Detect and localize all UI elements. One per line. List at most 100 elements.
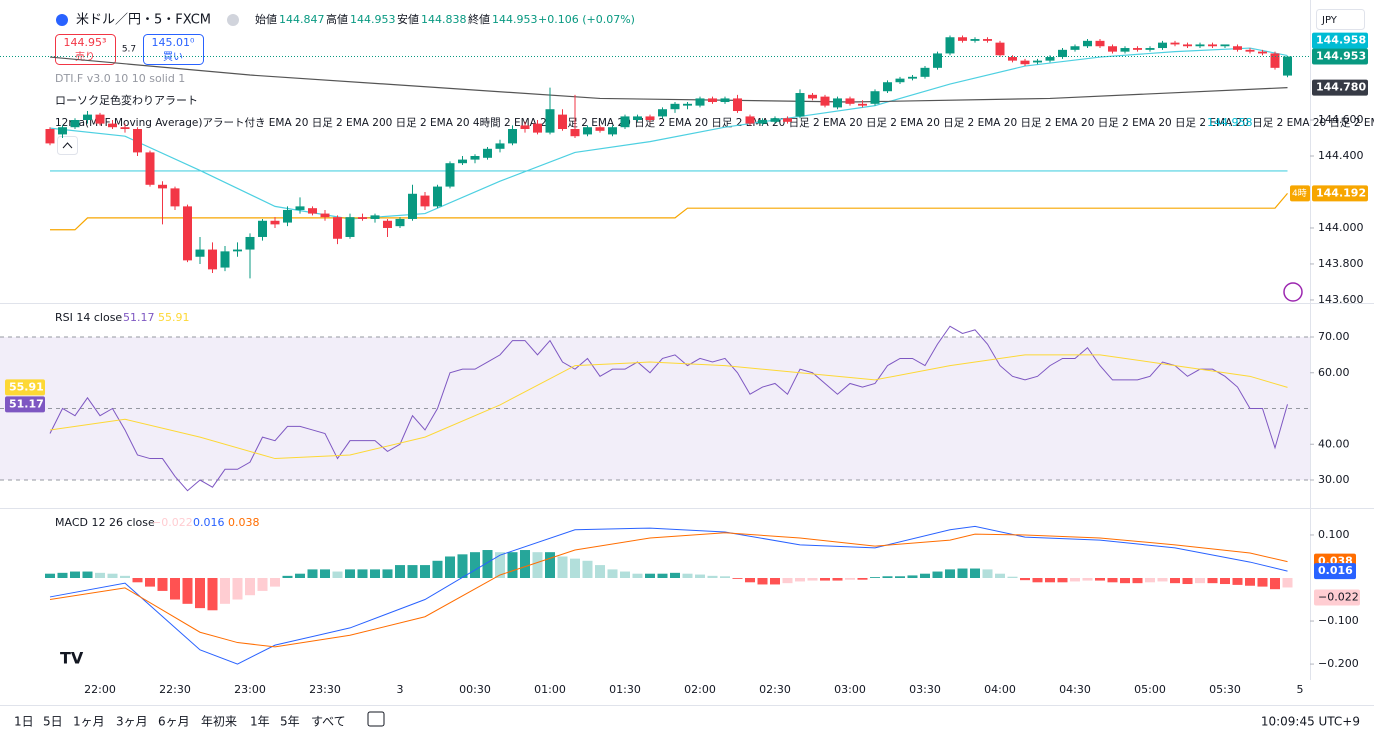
x-tick-label: 04:00 bbox=[984, 683, 1016, 696]
histogram-bar bbox=[1082, 578, 1093, 581]
histogram-bar bbox=[670, 572, 680, 578]
symbol-icon bbox=[56, 14, 68, 26]
y-tick-label: 144.600 bbox=[1318, 113, 1364, 126]
sell-button[interactable] bbox=[55, 34, 116, 65]
timeframe-button[interactable]: すべて bbox=[311, 715, 346, 729]
currency: JPY bbox=[1321, 15, 1338, 26]
value-tag bbox=[1312, 48, 1368, 65]
candle-body bbox=[158, 184, 167, 189]
candle-body bbox=[958, 37, 967, 41]
candle-body bbox=[570, 129, 580, 137]
legend-value: 55.91 bbox=[158, 311, 190, 324]
date-range-button[interactable] bbox=[367, 711, 385, 727]
histogram-bar bbox=[707, 575, 718, 578]
histogram-bar bbox=[245, 578, 255, 596]
histogram-bar bbox=[445, 556, 455, 578]
histogram-bar bbox=[995, 573, 1005, 578]
histogram-bar bbox=[1007, 576, 1018, 578]
timeframe-button[interactable]: 6ヶ月 bbox=[158, 715, 190, 729]
value-tag-label: 144.953 bbox=[1316, 49, 1366, 62]
histogram-bar bbox=[332, 571, 343, 578]
indicator-name[interactable]: ローソク足色変わりアラート bbox=[55, 93, 198, 107]
histogram-bar bbox=[482, 550, 493, 578]
hide-button[interactable] bbox=[227, 14, 239, 26]
candle-body bbox=[58, 127, 67, 135]
timeframe-button[interactable]: 5日 bbox=[43, 715, 63, 729]
candle-body bbox=[758, 120, 767, 124]
histogram-bar bbox=[582, 560, 593, 578]
value-tag bbox=[1314, 589, 1360, 606]
candle-body bbox=[745, 116, 755, 124]
candle-body bbox=[295, 206, 305, 210]
histogram-bar bbox=[70, 571, 80, 578]
candle-body bbox=[1058, 49, 1067, 58]
x-tick-label: 03:30 bbox=[909, 683, 941, 696]
candle-body bbox=[495, 143, 505, 149]
histogram-bar bbox=[1120, 578, 1130, 584]
timeframe-button[interactable]: 1ヶ月 bbox=[73, 715, 105, 729]
timeframe-button[interactable]: 1年 bbox=[250, 715, 270, 729]
candle-body bbox=[783, 118, 792, 122]
ohlc-label: 始値 bbox=[255, 12, 277, 26]
timeframe-button[interactable]: 3ヶ月 bbox=[116, 715, 148, 729]
candle-body bbox=[1245, 49, 1255, 52]
histogram-bar bbox=[1032, 578, 1043, 583]
candle-body bbox=[1045, 57, 1055, 61]
histogram-bar bbox=[1020, 578, 1030, 581]
histogram-bar bbox=[795, 578, 805, 582]
collapse-icon bbox=[62, 142, 73, 149]
candle-body bbox=[508, 129, 517, 144]
indicator-name[interactable]: DTI.F v3.0 10 10 solid 1 bbox=[55, 72, 185, 85]
alert-icon[interactable] bbox=[1283, 282, 1303, 302]
histogram-bar bbox=[970, 568, 980, 578]
timeframe-button[interactable]: 1日 bbox=[14, 715, 34, 729]
rsi-ma-line bbox=[49, 354, 1288, 460]
histogram-bar bbox=[620, 571, 630, 578]
candle-body bbox=[133, 129, 142, 153]
x-tick-label: 01:30 bbox=[609, 683, 641, 696]
histogram-bar bbox=[645, 573, 655, 578]
histogram-bar bbox=[857, 578, 868, 580]
collapse-button[interactable] bbox=[57, 136, 78, 155]
macd-line bbox=[49, 525, 1288, 665]
candle-body bbox=[1095, 40, 1105, 47]
histogram-bar bbox=[832, 578, 843, 581]
candle-body bbox=[545, 109, 555, 133]
histogram-bar bbox=[95, 572, 105, 578]
candle-body bbox=[70, 120, 80, 128]
timeframe-button[interactable]: 5年 bbox=[280, 715, 300, 729]
candle-body bbox=[258, 220, 267, 237]
histogram-bar bbox=[1270, 578, 1280, 590]
candle-body bbox=[1133, 48, 1142, 50]
candle-body bbox=[420, 195, 430, 207]
histogram-bar bbox=[632, 573, 643, 578]
legend-value: 0.038 bbox=[228, 516, 260, 529]
pane-title: RSI 14 close bbox=[55, 311, 122, 324]
indicator-value: 144.958 bbox=[1207, 116, 1253, 129]
candle-body bbox=[395, 218, 405, 227]
histogram-bar bbox=[57, 572, 68, 578]
indicator-name[interactable]: 12ma(MTF Moving Average)アラート付き EMA 20 日足… bbox=[55, 116, 1374, 129]
histogram-bar bbox=[1095, 578, 1105, 581]
ohlc-value: 144.953 bbox=[350, 13, 396, 26]
currency-button[interactable] bbox=[1316, 9, 1365, 30]
histogram-bar bbox=[357, 569, 368, 578]
candle-body bbox=[1258, 51, 1267, 54]
candle-body bbox=[1183, 44, 1192, 47]
legend-value: −0.022 bbox=[152, 516, 193, 529]
y-tick-label: −0.100 bbox=[1318, 614, 1359, 627]
histogram-bar bbox=[732, 578, 743, 579]
timeframe-button[interactable]: 年初来 bbox=[201, 715, 237, 729]
symbol[interactable]: 米ドル／円・5・FXCM bbox=[76, 13, 211, 28]
histogram-bar bbox=[395, 565, 405, 578]
candle-body bbox=[195, 249, 205, 257]
histogram-bar bbox=[1070, 578, 1080, 582]
candle-body bbox=[483, 148, 492, 158]
candle-body bbox=[533, 123, 542, 133]
buy-button[interactable] bbox=[143, 34, 204, 65]
candle-body bbox=[695, 98, 705, 106]
clock: 10:09:45 UTC+9 bbox=[1261, 715, 1360, 729]
histogram-bar bbox=[132, 578, 143, 583]
candle-body bbox=[95, 114, 105, 124]
